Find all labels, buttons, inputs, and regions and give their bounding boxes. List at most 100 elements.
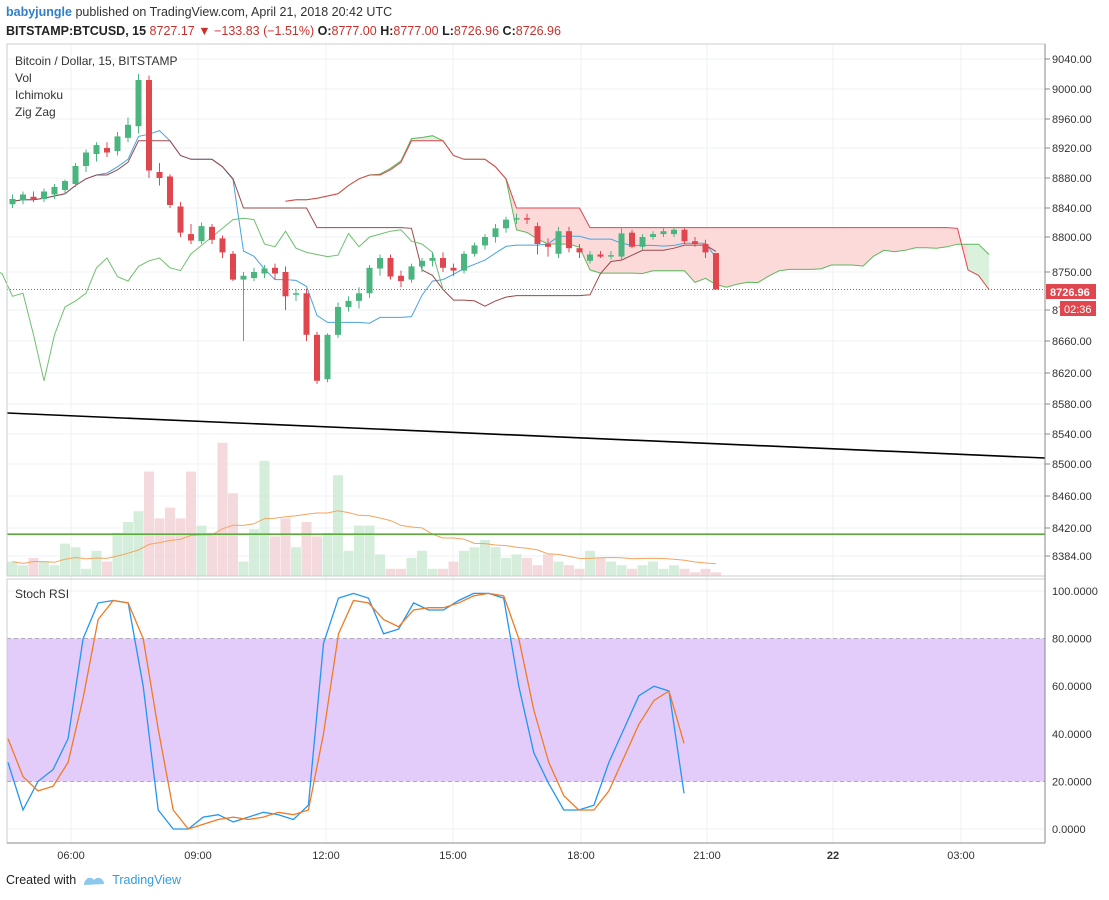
candle bbox=[261, 268, 268, 274]
volume-bar bbox=[501, 558, 511, 576]
stoch-tick-label: 60.0000 bbox=[1052, 681, 1092, 693]
volume-bar bbox=[553, 561, 564, 576]
cloud-segment bbox=[695, 227, 706, 283]
candle bbox=[440, 258, 446, 268]
candle bbox=[587, 254, 593, 261]
candle bbox=[545, 244, 551, 247]
candle bbox=[377, 258, 383, 269]
volume-bar bbox=[658, 568, 669, 576]
candle bbox=[345, 300, 352, 307]
price-tick-label: 8960.00 bbox=[1052, 114, 1092, 126]
candle bbox=[324, 334, 331, 380]
volume-bar bbox=[469, 547, 480, 576]
time-tick-label: 09:00 bbox=[184, 850, 212, 862]
cloud-segment bbox=[516, 208, 527, 233]
volume-bar bbox=[154, 518, 165, 576]
senkou-span-a bbox=[285, 135, 990, 288]
volume-bar bbox=[280, 518, 291, 576]
price-tick-label: 8660.00 bbox=[1052, 336, 1092, 348]
volume-bar bbox=[711, 572, 721, 576]
volume-bar bbox=[249, 529, 259, 576]
volume-bar bbox=[301, 522, 312, 576]
candle bbox=[597, 254, 604, 257]
author-name[interactable]: babyjungle bbox=[6, 5, 72, 19]
candle bbox=[576, 248, 583, 253]
volume-bar bbox=[91, 550, 102, 576]
stoch-tick-label: 20.0000 bbox=[1052, 776, 1092, 788]
cloud-segment bbox=[821, 227, 832, 269]
legend-item-vol[interactable]: Vol bbox=[15, 71, 32, 85]
candle bbox=[492, 228, 499, 237]
volume-bar bbox=[627, 568, 637, 576]
stoch-tick-label: 0.0000 bbox=[1052, 824, 1086, 836]
volume-bar bbox=[522, 558, 532, 576]
price-tick-label: 8384.00 bbox=[1052, 551, 1092, 563]
candle bbox=[293, 293, 299, 295]
volume-bar bbox=[511, 554, 522, 576]
candle bbox=[20, 194, 26, 201]
price-tag-bg bbox=[1046, 284, 1096, 299]
volume-bar bbox=[186, 471, 196, 576]
volume-bar bbox=[196, 525, 207, 576]
axes: 9040.00 9000.00 8960.00 8920.00 8880.00 8840.… bbox=[57, 54, 1098, 862]
volume-bar bbox=[39, 561, 49, 576]
volume-bar bbox=[637, 565, 648, 576]
candle bbox=[618, 233, 625, 257]
price-tick-label: 8540.00 bbox=[1052, 429, 1092, 441]
tradingview-link[interactable]: TradingView bbox=[112, 873, 181, 887]
volume-bar bbox=[700, 568, 711, 576]
volume-bar bbox=[406, 558, 417, 576]
countdown-tag: 02:36 bbox=[1064, 304, 1092, 316]
candle bbox=[251, 272, 257, 279]
price-tick-label: 8580.00 bbox=[1052, 399, 1092, 411]
volume-bar bbox=[427, 568, 438, 576]
stoch-title[interactable]: Stoch RSI bbox=[15, 587, 69, 601]
legend-item-zigzag[interactable]: Zig Zag bbox=[15, 105, 56, 119]
candle bbox=[398, 275, 404, 282]
candle bbox=[303, 293, 310, 335]
cloud-segment bbox=[894, 227, 905, 252]
volume-bar bbox=[102, 561, 112, 576]
cloud-segment bbox=[884, 227, 895, 252]
volume-bar bbox=[270, 536, 280, 576]
candle bbox=[650, 234, 656, 237]
volume-bar bbox=[165, 507, 175, 576]
legend-item-ichimoku[interactable]: Ichimoku bbox=[15, 88, 63, 102]
candle bbox=[513, 218, 520, 220]
candle bbox=[419, 260, 425, 267]
volume-bar bbox=[175, 518, 186, 576]
open-value: 8777.00 bbox=[331, 24, 377, 38]
candle bbox=[671, 229, 677, 235]
legend-title[interactable]: Bitcoin / Dollar, 15, BITSTAMP bbox=[15, 54, 178, 68]
cloud-segment bbox=[947, 227, 958, 247]
candle bbox=[135, 80, 142, 127]
volume-bar bbox=[207, 532, 217, 576]
candle bbox=[209, 226, 215, 240]
volume-bar bbox=[532, 565, 543, 576]
volume-bar bbox=[669, 565, 679, 576]
stoch-d-line bbox=[7, 592, 685, 830]
price-tick-label: 8420.00 bbox=[1052, 523, 1092, 535]
candle bbox=[681, 229, 688, 242]
high-value: 8777.00 bbox=[393, 24, 439, 38]
volume-ma-line bbox=[12, 510, 717, 565]
price-change: −133.83 (−1.51%) bbox=[214, 24, 315, 38]
volume-bar bbox=[396, 568, 406, 576]
candle bbox=[198, 226, 205, 242]
candle bbox=[429, 258, 436, 261]
cloud-segment bbox=[600, 227, 611, 274]
candle bbox=[62, 181, 68, 190]
price-tick-label: 8460.00 bbox=[1052, 491, 1092, 503]
candle bbox=[387, 258, 394, 277]
time-tick-label: 12:00 bbox=[312, 850, 340, 862]
candle bbox=[240, 275, 247, 280]
candle bbox=[524, 218, 530, 220]
candle bbox=[83, 152, 89, 166]
time-tick-label: 15:00 bbox=[439, 850, 467, 862]
volume-bar bbox=[18, 565, 28, 576]
volume-bar bbox=[679, 568, 690, 576]
volume-bar bbox=[144, 471, 154, 576]
candle bbox=[146, 80, 152, 171]
candle bbox=[9, 199, 16, 205]
